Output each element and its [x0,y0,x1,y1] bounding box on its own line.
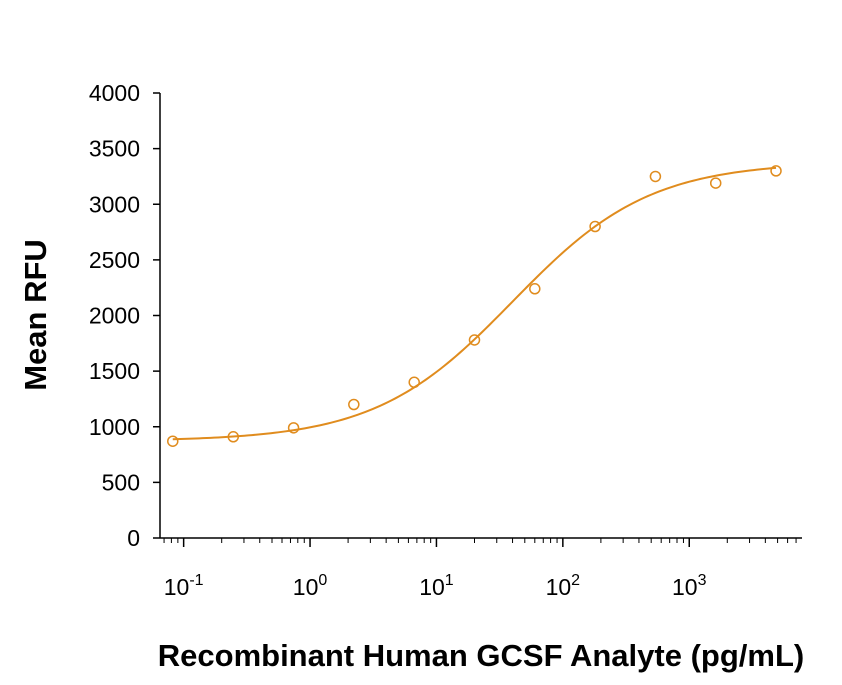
data-point [287,422,300,434]
y-tick-labels: 0 500 1000 1500 2000 2500 3000 3500 4000 [89,80,140,551]
y-tick-label: 2500 [89,247,140,273]
x-tick-label: 101 [419,572,454,600]
data-point [227,431,240,443]
data-point [770,165,782,177]
x-tick-label: 100 [293,572,328,600]
fit-layer [172,166,777,441]
fit-curve [172,166,777,441]
y-tick-label: 500 [102,469,140,495]
y-tick-label: 4000 [89,80,140,106]
x-tick-labels: 10-1 100 101 102 103 [164,572,707,600]
x-tick-label: 103 [672,572,707,600]
y-tick-label: 1500 [89,358,140,384]
y-tick-label: 1000 [89,414,140,440]
axes [153,92,802,547]
data-point [468,334,481,346]
x-tick-label: 10-1 [164,572,204,600]
y-tick-label: 0 [127,525,140,551]
data-point [589,220,601,233]
x-axis-title: Recombinant Human GCSF Analyte (pg/mL) [158,638,804,673]
data-point [167,435,179,447]
points-layer [167,165,782,447]
data-point [408,376,420,388]
y-tick-label: 2000 [89,303,140,329]
x-tick-label: 102 [546,572,581,600]
data-point [529,283,541,295]
data-point [709,177,722,189]
y-axis-title: Mean RFU [18,239,53,391]
data-point [348,398,360,411]
y-tick-label: 3000 [89,191,140,217]
y-tick-label: 3500 [89,136,140,162]
data-point [649,170,662,183]
